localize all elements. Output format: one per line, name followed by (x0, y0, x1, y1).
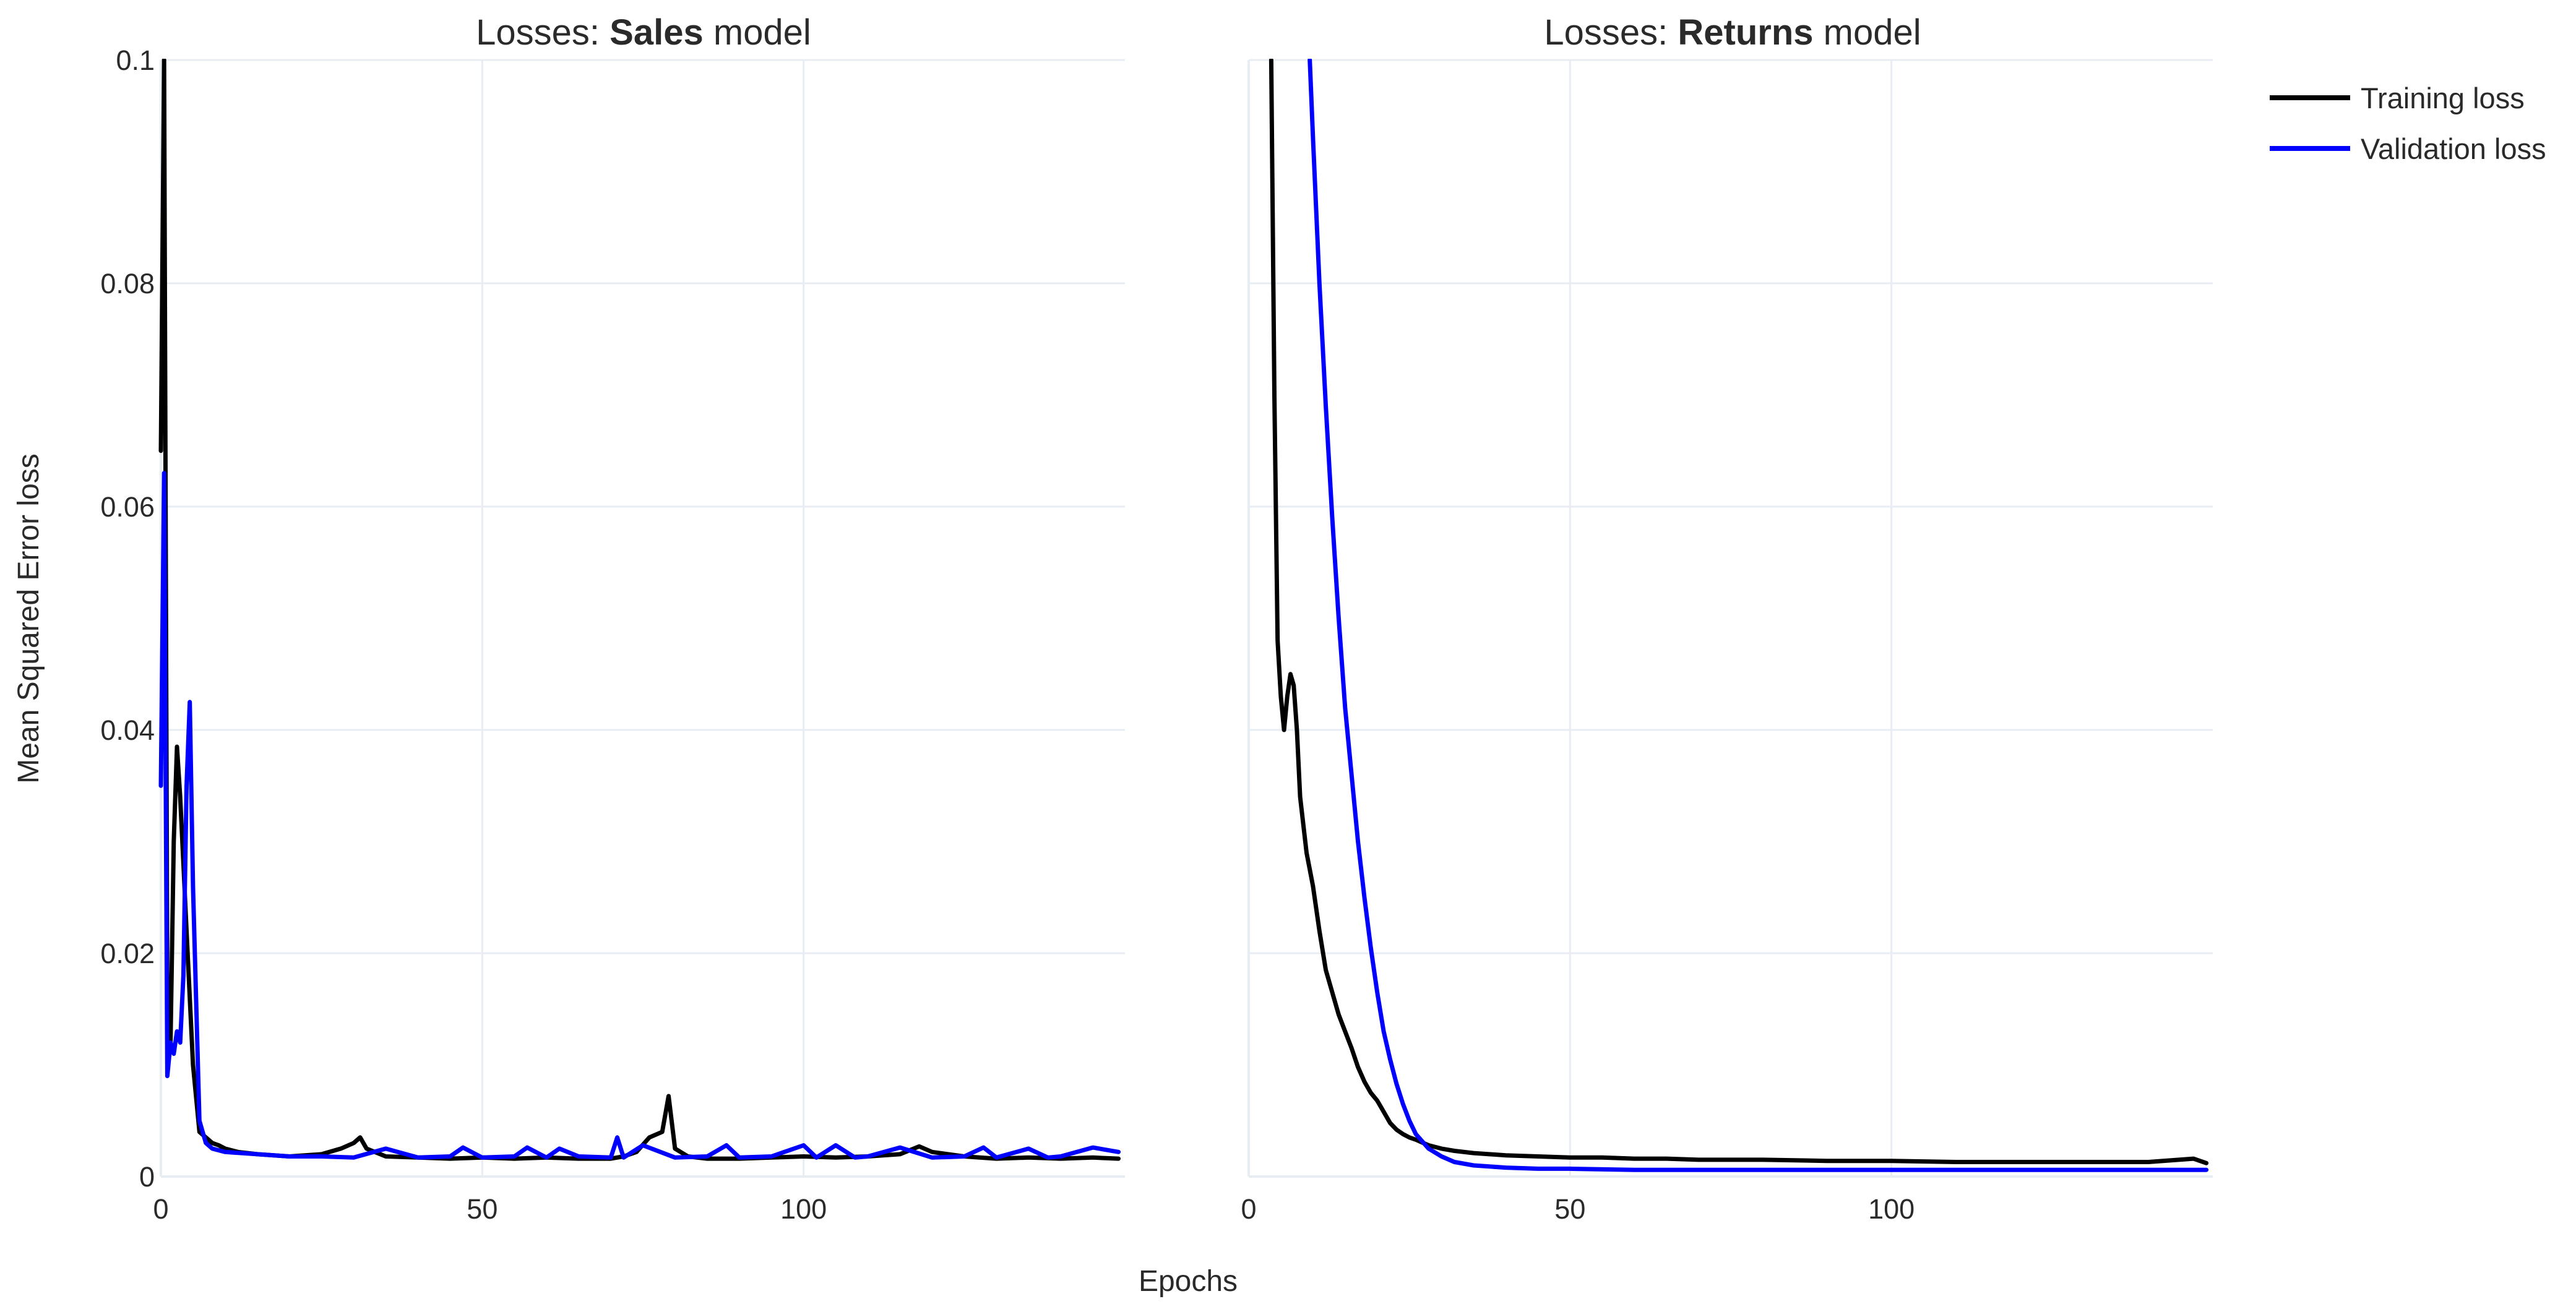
returns-x-tick-label: 50 (1554, 1193, 1585, 1225)
training-loss-label: Training loss (2361, 82, 2525, 114)
legend[interactable]: Training loss Validation loss (2270, 82, 2546, 165)
sales-validation-loss-line (158, 471, 1121, 1160)
returns-training-loss-line (1269, 59, 2209, 1165)
sales-x-tick-label: 100 (780, 1193, 827, 1225)
returns-validation-loss-line (1307, 59, 2209, 1172)
sales-y-tick-label: 0 (139, 1161, 155, 1193)
sales-x-tick-label: 50 (467, 1193, 498, 1225)
validation-loss-label: Validation loss (2361, 132, 2546, 165)
sales-y-tick-label: 0.08 (100, 268, 155, 299)
sales-y-tick-label: 0.02 (100, 938, 155, 969)
x-axis-label: Epochs (1139, 1265, 1238, 1298)
legend-item-training-loss[interactable]: Training loss (2270, 82, 2525, 114)
returns-plot-title: Losses: Returns model (1544, 12, 1921, 53)
sales-plot-title: Losses: Sales model (476, 12, 811, 53)
returns-x-tick-label: 0 (1241, 1193, 1256, 1225)
sales-y-tick-label: 0.06 (100, 491, 155, 523)
legend-item-validation-loss[interactable]: Validation loss (2270, 132, 2546, 165)
sales-training-loss-line (158, 59, 1121, 1161)
sales-y-tick-label: 0.04 (100, 714, 155, 746)
sales-y-tick-label: 0.1 (116, 45, 155, 76)
y-axis-label: Mean Squared Error loss (12, 453, 45, 784)
sales-model-plot: Losses: Sales model 0 50 100 0 0.02 0.04 0.06 0… (100, 12, 1125, 1225)
returns-x-tick-label: 100 (1868, 1193, 1915, 1225)
sales-x-tick-label: 0 (153, 1193, 168, 1225)
returns-model-plot: Losses: Returns model 0 50 100 (1241, 12, 2213, 1225)
